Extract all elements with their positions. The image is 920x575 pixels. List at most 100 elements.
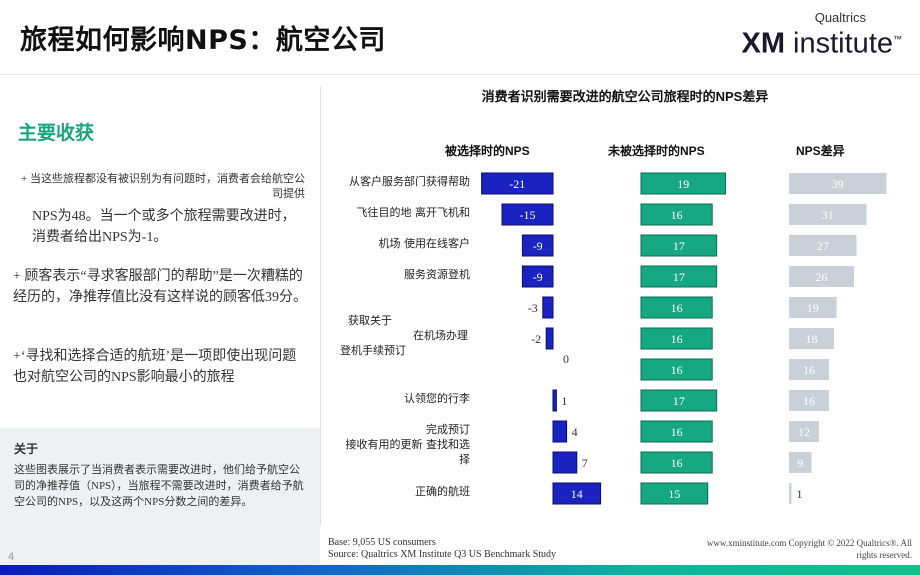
takeaway-3: +‘寻找和选择合适的航班’是一项即使出现问题也对航空公司的NPS影响最小的旅程 xyxy=(13,349,297,385)
selected-nps-value: -9 xyxy=(533,239,543,253)
not-selected-nps-bar xyxy=(640,451,713,474)
logo-tm: ™ xyxy=(893,34,902,44)
column-header-difference: NPS差异 xyxy=(796,144,845,158)
key-takeaways-heading: 主要收获 xyxy=(18,122,95,144)
logo-qualtrics-text: Qualtrics xyxy=(814,10,866,25)
selected-nps-value: -3 xyxy=(528,301,538,315)
footer-base: Base: 9,055 US consumers xyxy=(328,537,436,548)
nps-difference-value: 39 xyxy=(832,177,844,191)
nps-difference-bar xyxy=(789,204,867,225)
not-selected-nps-bar xyxy=(640,265,718,288)
qualtrics-xm-institute-logo: Qualtrics XM institute™ xyxy=(742,10,903,58)
not-selected-nps-bar xyxy=(640,234,718,257)
nps-difference-bar xyxy=(789,359,829,380)
page-number: 4 xyxy=(8,551,15,563)
about-panel: 关于 这些图表展示了当消费者表示需要改进时，他们给予航空公司的净推荐值（NPS）… xyxy=(0,428,320,575)
selected-nps-bar xyxy=(552,482,602,505)
category-label: 飞往目的地 离开飞机和 xyxy=(357,205,471,219)
selected-nps-bar xyxy=(552,451,578,474)
category-label: 登机手续预订 xyxy=(340,343,406,357)
brand-gradient-bar xyxy=(0,565,920,575)
nps-difference-bar xyxy=(789,390,829,411)
not-selected-nps-bar xyxy=(640,203,713,226)
nps-difference-value: 12 xyxy=(798,425,810,439)
nps-difference-value: 16 xyxy=(803,363,815,377)
page-title: 旅程如何影响NPS：航空公司 xyxy=(20,25,386,56)
selected-nps-bar xyxy=(552,420,568,443)
not-selected-nps-bar xyxy=(640,389,718,412)
header-divider xyxy=(0,74,920,75)
nps-difference-value: 16 xyxy=(803,394,815,408)
category-label: 从客户服务部门获得帮助 xyxy=(349,174,470,188)
not-selected-nps-bar xyxy=(640,482,709,505)
column-header-selected: 被选择时的NPS xyxy=(445,144,530,158)
not-selected-nps-bar xyxy=(640,420,713,443)
footer-source-line: Source: Qualtrics XM Institute Q3 US Ben… xyxy=(328,549,557,560)
footer-copyright: www.xminstitute.com Copyright © 2022 Qua… xyxy=(676,537,912,561)
not-selected-nps-bar xyxy=(640,358,713,381)
nps-difference-bar xyxy=(789,266,854,287)
column-divider xyxy=(320,86,321,526)
category-label: 正确的航班 xyxy=(415,484,470,498)
not-selected-nps-value: 16 xyxy=(671,456,683,470)
selected-nps-value: -2 xyxy=(531,332,541,346)
logo-institute: institute xyxy=(785,27,893,60)
selected-nps-value: 4 xyxy=(572,425,578,439)
category-label: 在机场办理 xyxy=(413,328,468,342)
nps-difference-bar xyxy=(789,235,857,256)
category-label: 获取关于 xyxy=(348,313,392,327)
about-text: 这些图表展示了当消费者表示需要改进时，他们给予航空公司的净推荐值（NPS），当旅… xyxy=(14,464,304,508)
takeaway-2: + 顾客表示“寻求客服部门的帮助”是一次糟糕的经历的，净推荐值比没有这样说的顾客… xyxy=(13,269,307,305)
nps-difference-value: 26 xyxy=(816,270,828,284)
takeaway-1-intro: + 当这些旅程都没有被识别为有问题时，消费者会给航空公司提供 xyxy=(21,173,305,200)
not-selected-nps-value: 16 xyxy=(671,301,683,315)
selected-nps-value: 14 xyxy=(571,487,583,501)
nps-difference-bar xyxy=(789,452,812,473)
nps-difference-value: 9 xyxy=(797,456,803,470)
nps-difference-bar xyxy=(789,328,834,349)
nps-difference-bar xyxy=(789,483,792,504)
nps-difference-value: 31 xyxy=(822,208,834,222)
logo-xm: XM xyxy=(741,27,786,60)
logo-xm-institute-text: XM institute™ xyxy=(742,25,903,58)
selected-nps-bar xyxy=(545,327,554,350)
not-selected-nps-bar xyxy=(640,327,713,350)
category-label: 择 xyxy=(459,452,470,466)
not-selected-nps-value: 16 xyxy=(671,363,683,377)
footer-copyright-line1: www.xminstitute.com Copyright © 2022 Qua… xyxy=(706,538,912,548)
nps-difference-bar xyxy=(789,421,819,442)
selected-nps-value: 0 xyxy=(563,352,569,366)
selected-nps-bar xyxy=(542,296,554,319)
footer-source: Base: 9,055 US consumers Source: Qualtri… xyxy=(328,537,556,561)
selected-nps-value: 7 xyxy=(582,456,588,470)
nps-difference-value: 19 xyxy=(807,301,819,315)
column-header-not-selected: 未被选择时的NPS xyxy=(608,144,705,158)
nps-difference-bar xyxy=(789,173,887,194)
takeaway-1-body: NPS为48。当一个或多个旅程需要改进时，消费者给出NPS为-1。 xyxy=(32,209,296,245)
not-selected-nps-value: 15 xyxy=(668,487,680,501)
selected-nps-value: -9 xyxy=(533,270,543,284)
category-label: 认领您的行李 xyxy=(404,391,470,405)
not-selected-nps-bar xyxy=(640,172,727,195)
category-label: 服务资源登机 xyxy=(404,267,470,281)
selected-nps-bar xyxy=(501,203,554,226)
selected-nps-bar xyxy=(521,234,554,257)
nps-difference-value: 18 xyxy=(806,332,818,346)
selected-nps-value: -21 xyxy=(509,177,525,191)
category-label: 接收有用的更新 查找和选 xyxy=(346,437,471,451)
category-label: 完成预订 xyxy=(426,422,470,436)
not-selected-nps-value: 16 xyxy=(671,208,683,222)
not-selected-nps-value: 16 xyxy=(671,425,683,439)
selected-nps-bar xyxy=(521,265,554,288)
nps-difference-value: 1 xyxy=(797,487,803,501)
chart-title: 消费者识别需要改进的航空公司旅程时的NPS差异 xyxy=(481,89,769,104)
selected-nps-value: -15 xyxy=(520,208,536,222)
about-heading: 关于 xyxy=(14,442,39,456)
selected-nps-value: 1 xyxy=(561,394,567,408)
category-label: 机场 使用在线客户 xyxy=(379,236,471,250)
footer-copyright-line2: rights reserved. xyxy=(856,550,912,560)
selected-nps-bar xyxy=(481,172,554,195)
not-selected-nps-value: 17 xyxy=(673,239,685,253)
not-selected-nps-bar xyxy=(640,296,713,319)
not-selected-nps-value: 17 xyxy=(673,270,685,284)
